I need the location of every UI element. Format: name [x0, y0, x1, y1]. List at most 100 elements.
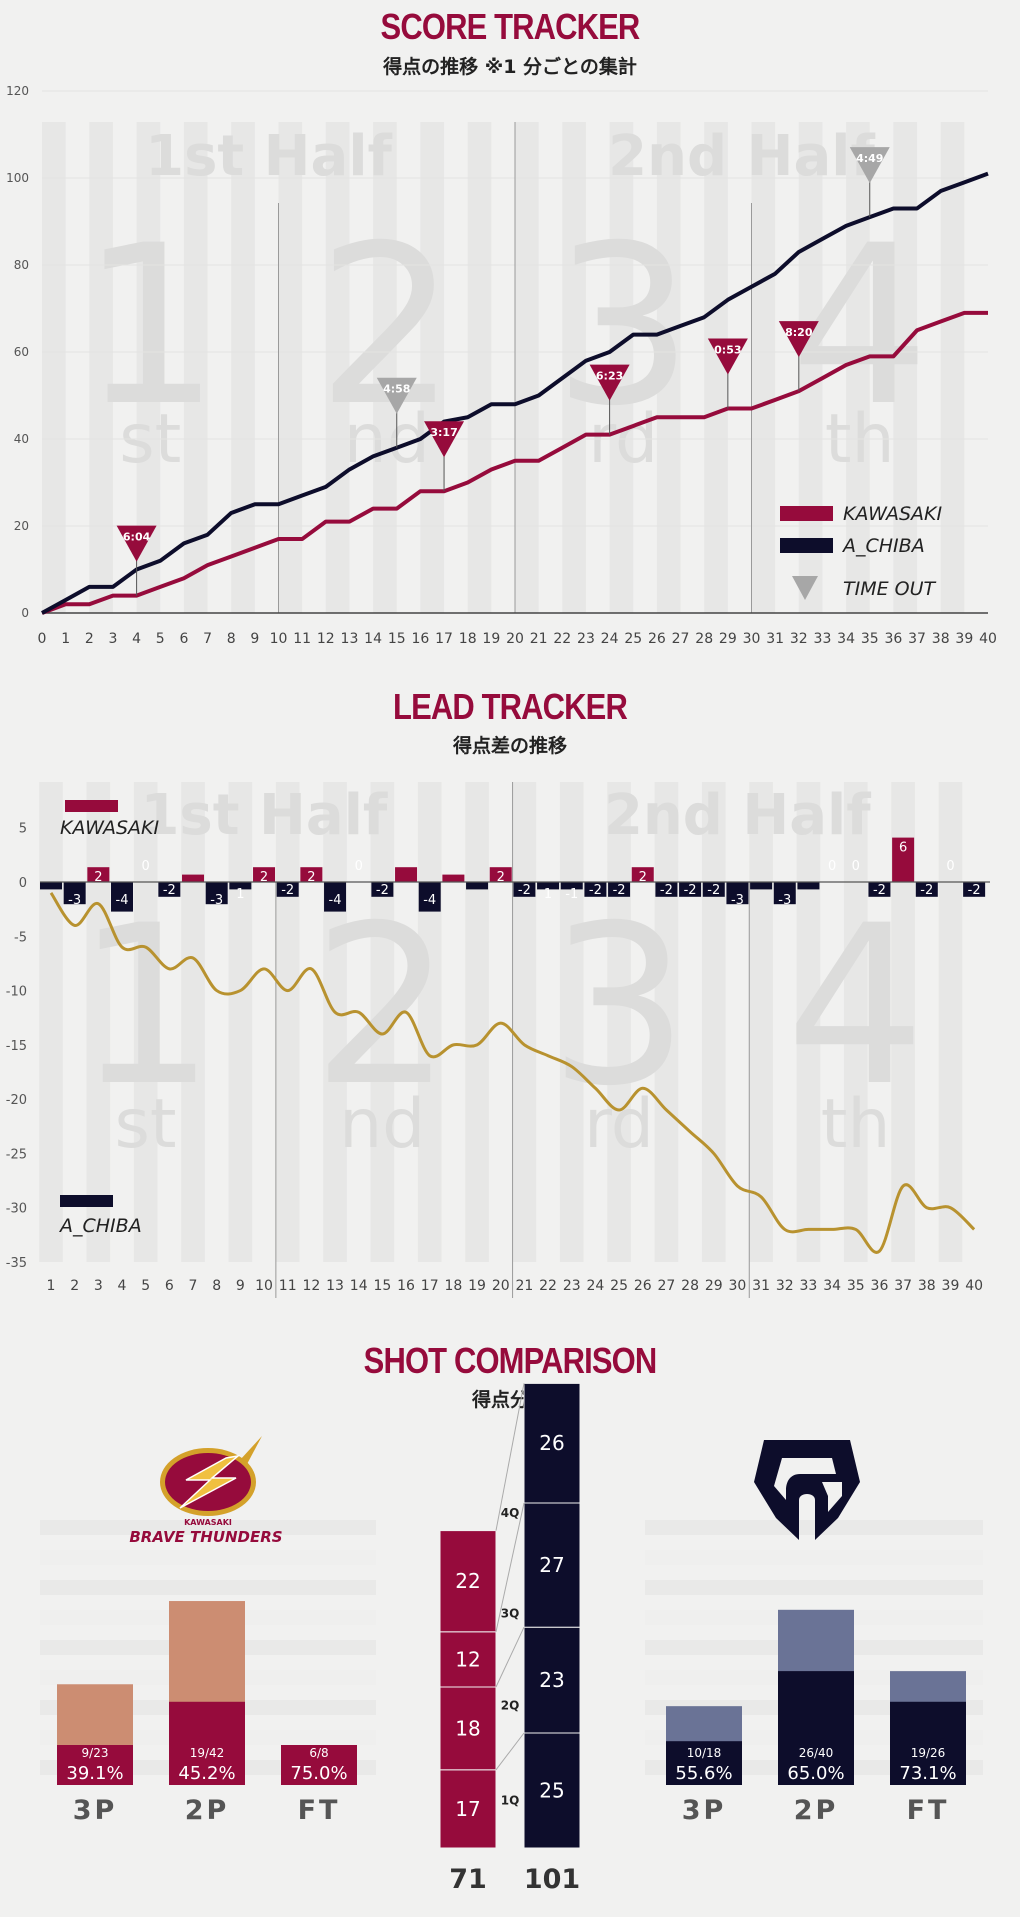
bg-stripe	[228, 782, 253, 1262]
timeout-label: 6:04	[123, 531, 151, 544]
lead-bar	[679, 882, 702, 897]
legend-swatch-chiba	[60, 1195, 113, 1207]
quarter-score-segment	[523, 1382, 581, 1504]
shot-type-label: 2P	[794, 1795, 839, 1826]
score-tracker-subtitle: 得点の推移 ※1 分ごとの集計	[383, 56, 637, 78]
x-tick-label: 20	[492, 1278, 510, 1294]
bg-stripe	[891, 782, 915, 1262]
timeout-label: 4:58	[383, 383, 410, 396]
lead-bar-label: 0	[355, 859, 363, 874]
quarter-number-label: 2	[317, 198, 457, 454]
quarter-connector	[495, 1732, 525, 1771]
shot-made-label: 26/40	[799, 1746, 834, 1760]
bg-stripe	[701, 782, 726, 1262]
lead-bar	[868, 882, 891, 897]
shot-pct-label: 45.2%	[178, 1763, 235, 1784]
lead-bar-label: -3	[210, 893, 223, 908]
x-tick-label: 29	[719, 631, 737, 647]
shot-made-bar	[890, 1701, 966, 1785]
lead-bar-label: -2	[684, 883, 697, 898]
x-tick-label: 14	[350, 1278, 368, 1294]
shot-pct-label: 75.0%	[290, 1763, 347, 1784]
x-tick-label: 18	[459, 631, 477, 647]
lead-bar	[726, 882, 749, 905]
y-tick-label: 100	[6, 171, 29, 185]
shot-pct-label: 55.6%	[675, 1763, 732, 1784]
x-tick-label: 12	[317, 631, 335, 647]
x-tick-label: 23	[577, 631, 595, 647]
lead-bar-label: -2	[613, 883, 626, 898]
lead-bar	[489, 867, 512, 882]
lead-tracker-subtitle: 得点差の推移	[452, 735, 567, 757]
x-tick-label: 12	[302, 1278, 320, 1294]
half-label: 2nd Half	[604, 783, 871, 848]
a-chiba-logo	[754, 1440, 860, 1540]
bg-stripe	[515, 122, 539, 613]
lead-bar-label: 1	[236, 887, 244, 902]
lead-bar	[229, 882, 252, 890]
lead-bar	[253, 867, 276, 882]
shot-type-label: 2P	[185, 1795, 230, 1826]
bg-stripe	[467, 122, 492, 613]
lead-bar	[395, 867, 418, 882]
quarter-score-segment	[523, 1502, 581, 1628]
lead-bar-label: -2	[707, 883, 720, 898]
x-tick-label: 7	[189, 1278, 198, 1294]
x-tick-label: 15	[388, 631, 406, 647]
bg-stripe	[275, 782, 300, 1262]
panel-stripe	[645, 1580, 983, 1595]
shot-made-label: 9/23	[82, 1746, 109, 1760]
x-tick-label: 39	[955, 631, 973, 647]
y-tick-label: 5	[19, 822, 27, 837]
lead-bar	[655, 882, 678, 897]
x-tick-label: 40	[979, 631, 997, 647]
timeout-label: 8:20	[785, 326, 813, 339]
lead-bar-label: 6	[899, 841, 907, 856]
lead-bar	[513, 882, 536, 897]
x-tick-label: 32	[776, 1278, 794, 1294]
y-tick-label: -20	[6, 1093, 27, 1108]
logo-text-bottom: BRAVE THUNDERS	[129, 1528, 282, 1546]
shot-type-label: FT	[298, 1795, 341, 1826]
lead-bar-label: -2	[660, 883, 673, 898]
legend-timeout-marker	[792, 576, 818, 600]
x-tick-label: 18	[444, 1278, 462, 1294]
x-tick-label: 23	[563, 1278, 581, 1294]
quarter-number-label: 1	[80, 198, 220, 454]
shot-made-label: 19/42	[190, 1746, 225, 1760]
y-tick-label: 0	[19, 876, 27, 891]
logo-cutout	[774, 1458, 836, 1500]
lead-bar	[915, 882, 938, 897]
shot-type-label: FT	[907, 1795, 950, 1826]
x-tick-label: 24	[586, 1278, 604, 1294]
quarter-score-label: 22	[455, 1569, 480, 1593]
lead-bar-label: 2	[307, 870, 315, 885]
x-tick-label: 34	[837, 631, 855, 647]
lead-bar	[608, 882, 631, 897]
x-tick-label: 35	[861, 631, 879, 647]
x-tick-label: 19	[482, 631, 500, 647]
bg-stripe	[465, 782, 489, 1262]
quarter-score-label: 18	[455, 1716, 480, 1740]
x-tick-label: 20	[506, 631, 524, 647]
y-tick-label: -25	[6, 1147, 27, 1162]
lead-bar-label: -2	[920, 883, 933, 898]
bg-stripe	[893, 122, 918, 613]
bg-stripe	[181, 782, 205, 1262]
bg-stripe	[846, 122, 870, 613]
x-tick-label: 2	[85, 631, 94, 647]
quarter-label: 3Q	[501, 1606, 520, 1620]
lead-bar-label: -3	[68, 893, 81, 908]
quarter-connector	[495, 1626, 525, 1688]
lead-bar	[537, 882, 560, 890]
lead-bar-label: 2	[497, 870, 505, 885]
x-tick-label: 21	[530, 631, 548, 647]
legend-swatch-chiba	[780, 538, 833, 553]
x-tick-label: 37	[908, 631, 926, 647]
bg-stripe	[231, 122, 255, 613]
shot-made-label: 10/18	[687, 1746, 722, 1760]
bg-stripe	[798, 122, 823, 613]
lead-bar	[182, 874, 205, 882]
